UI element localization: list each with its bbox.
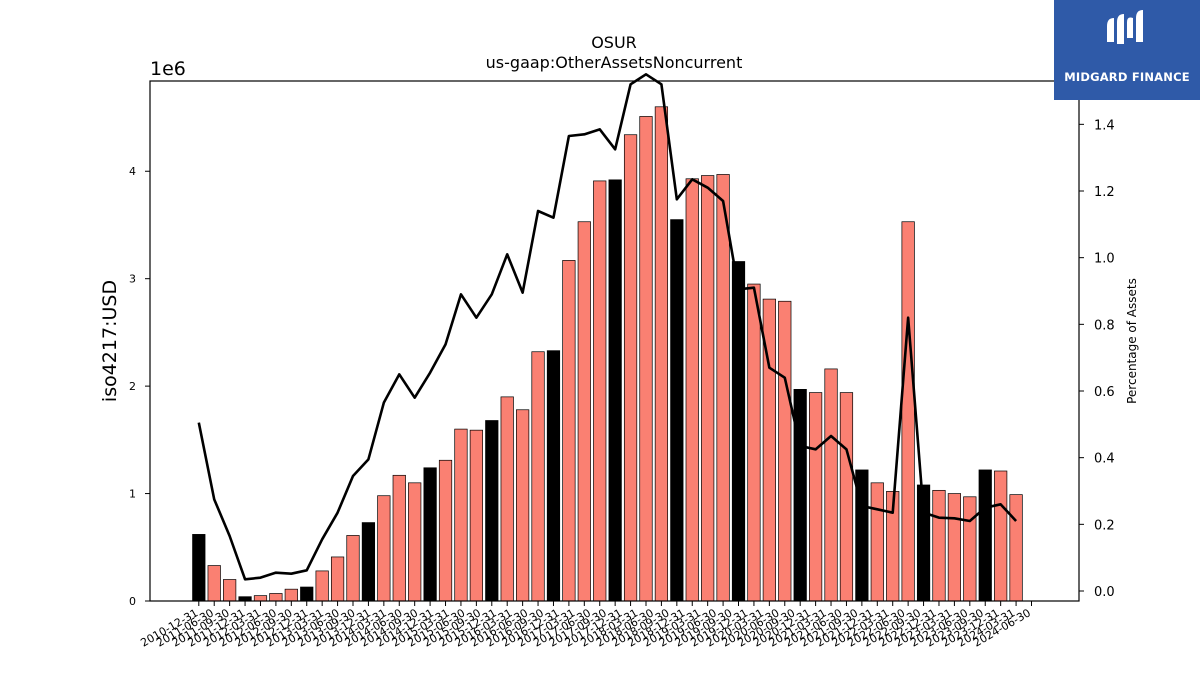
bar-2020-06-30 (778, 300, 792, 602)
bar-2014-09-30 (423, 467, 437, 602)
y2-tick-label: 1.4 (1094, 118, 1115, 133)
bar-2020-12-31 (809, 392, 823, 602)
bar-2018-12-31 (685, 178, 699, 602)
y2-tick-label: 1.2 (1094, 185, 1115, 200)
y2-axis-ticks: 0.0 0.2 0.4 0.6 0.8 1.0 1.2 1.4 (1079, 118, 1115, 600)
bar-2014-03-31 (392, 474, 406, 602)
bar-2022-06-30 (901, 221, 915, 602)
logo-mark-icon (1107, 10, 1143, 44)
bar-2011-03-31 (207, 565, 221, 602)
bars-group (192, 106, 1023, 602)
chart-title: OSUR (591, 33, 637, 52)
bar-2015-12-31 (500, 396, 514, 602)
y2-tick-label: 1.0 (1094, 252, 1115, 267)
bar-2016-09-30 (546, 350, 561, 602)
bar-2019-03-31 (701, 175, 715, 602)
bar-2017-09-30 (608, 179, 622, 602)
bar-2013-12-31 (377, 495, 391, 602)
y-offset-label: 1e6 (150, 58, 186, 80)
y2-tick-label: 0.8 (1094, 318, 1115, 333)
bar-2013-03-31 (330, 556, 345, 602)
bar-2015-03-31 (454, 428, 468, 602)
bar-2022-12-31 (932, 489, 946, 602)
bar-2019-09-30 (731, 261, 746, 602)
y-tick-label: 1 (129, 488, 136, 501)
line-group (197, 73, 1018, 581)
bar-2011-06-30 (223, 579, 237, 602)
y-axis-ticks: 0 1 2 3 4 (129, 165, 150, 608)
bar-2011-12-31 (253, 595, 268, 602)
y-axis-label: iso4217:USD (99, 280, 121, 402)
y2-tick-label: 0.0 (1094, 585, 1115, 600)
bar-2023-09-30 (978, 469, 992, 602)
y2-tick-label: 0.2 (1094, 518, 1115, 533)
y-tick-label: 3 (129, 273, 136, 286)
y-tick-label: 2 (129, 380, 136, 393)
percentage-line (197, 73, 1018, 581)
bar-2013-09-30 (361, 522, 376, 602)
bar-2021-12-31 (870, 482, 884, 602)
bar-2023-03-31 (947, 493, 962, 602)
bar-2015-06-30 (469, 429, 483, 602)
y2-axis-label: Percentage of Assets (1125, 278, 1139, 404)
bar-2017-06-30 (593, 180, 607, 602)
bar-2018-03-31 (639, 116, 653, 602)
bar-2012-09-30 (300, 586, 314, 602)
bar-2018-09-30 (670, 219, 684, 602)
y-tick-label: 4 (129, 165, 136, 178)
bar-2012-06-30 (284, 588, 298, 602)
bar-2011-09-30 (238, 596, 252, 602)
bar-2023-06-30 (963, 496, 977, 602)
y2-tick-label: 0.6 (1094, 385, 1115, 400)
bar-2021-06-30 (839, 392, 854, 602)
bar-2014-06-30 (408, 482, 422, 602)
x-axis-ticks: 2010-12-312011-06-302011-09-302011-12-31… (138, 601, 1033, 650)
bar-2014-12-31 (438, 459, 453, 602)
plot-frame (149, 80, 1080, 602)
bar-2023-12-31 (994, 470, 1008, 602)
bar-2017-03-31 (577, 221, 591, 602)
bar-2019-12-31 (747, 283, 761, 602)
y2-tick-label: 0.4 (1094, 452, 1115, 467)
bar-2024-03-31 (1009, 494, 1023, 602)
bar-2010-12-31 (192, 534, 206, 602)
bar-2016-06-30 (531, 351, 545, 602)
midgard-finance-logo: MIDGARD FINANCE (1054, 0, 1200, 100)
bar-2016-12-31 (562, 260, 576, 602)
bar-2015-09-30 (485, 420, 499, 602)
bar-2016-03-31 (516, 409, 530, 602)
bar-2019-06-30 (716, 174, 730, 602)
y-tick-label: 0 (129, 595, 136, 608)
bar-2012-03-31 (269, 593, 283, 602)
bar-2018-06-30 (654, 106, 669, 602)
bar-2021-03-31 (824, 368, 838, 602)
bar-2012-12-31 (315, 570, 329, 602)
bar-2017-12-31 (623, 134, 638, 602)
bar-2013-06-30 (346, 535, 360, 602)
logo-text: MIDGARD FINANCE (1064, 70, 1190, 84)
chart-subtitle: us-gaap:OtherAssetsNoncurrent (486, 53, 743, 72)
